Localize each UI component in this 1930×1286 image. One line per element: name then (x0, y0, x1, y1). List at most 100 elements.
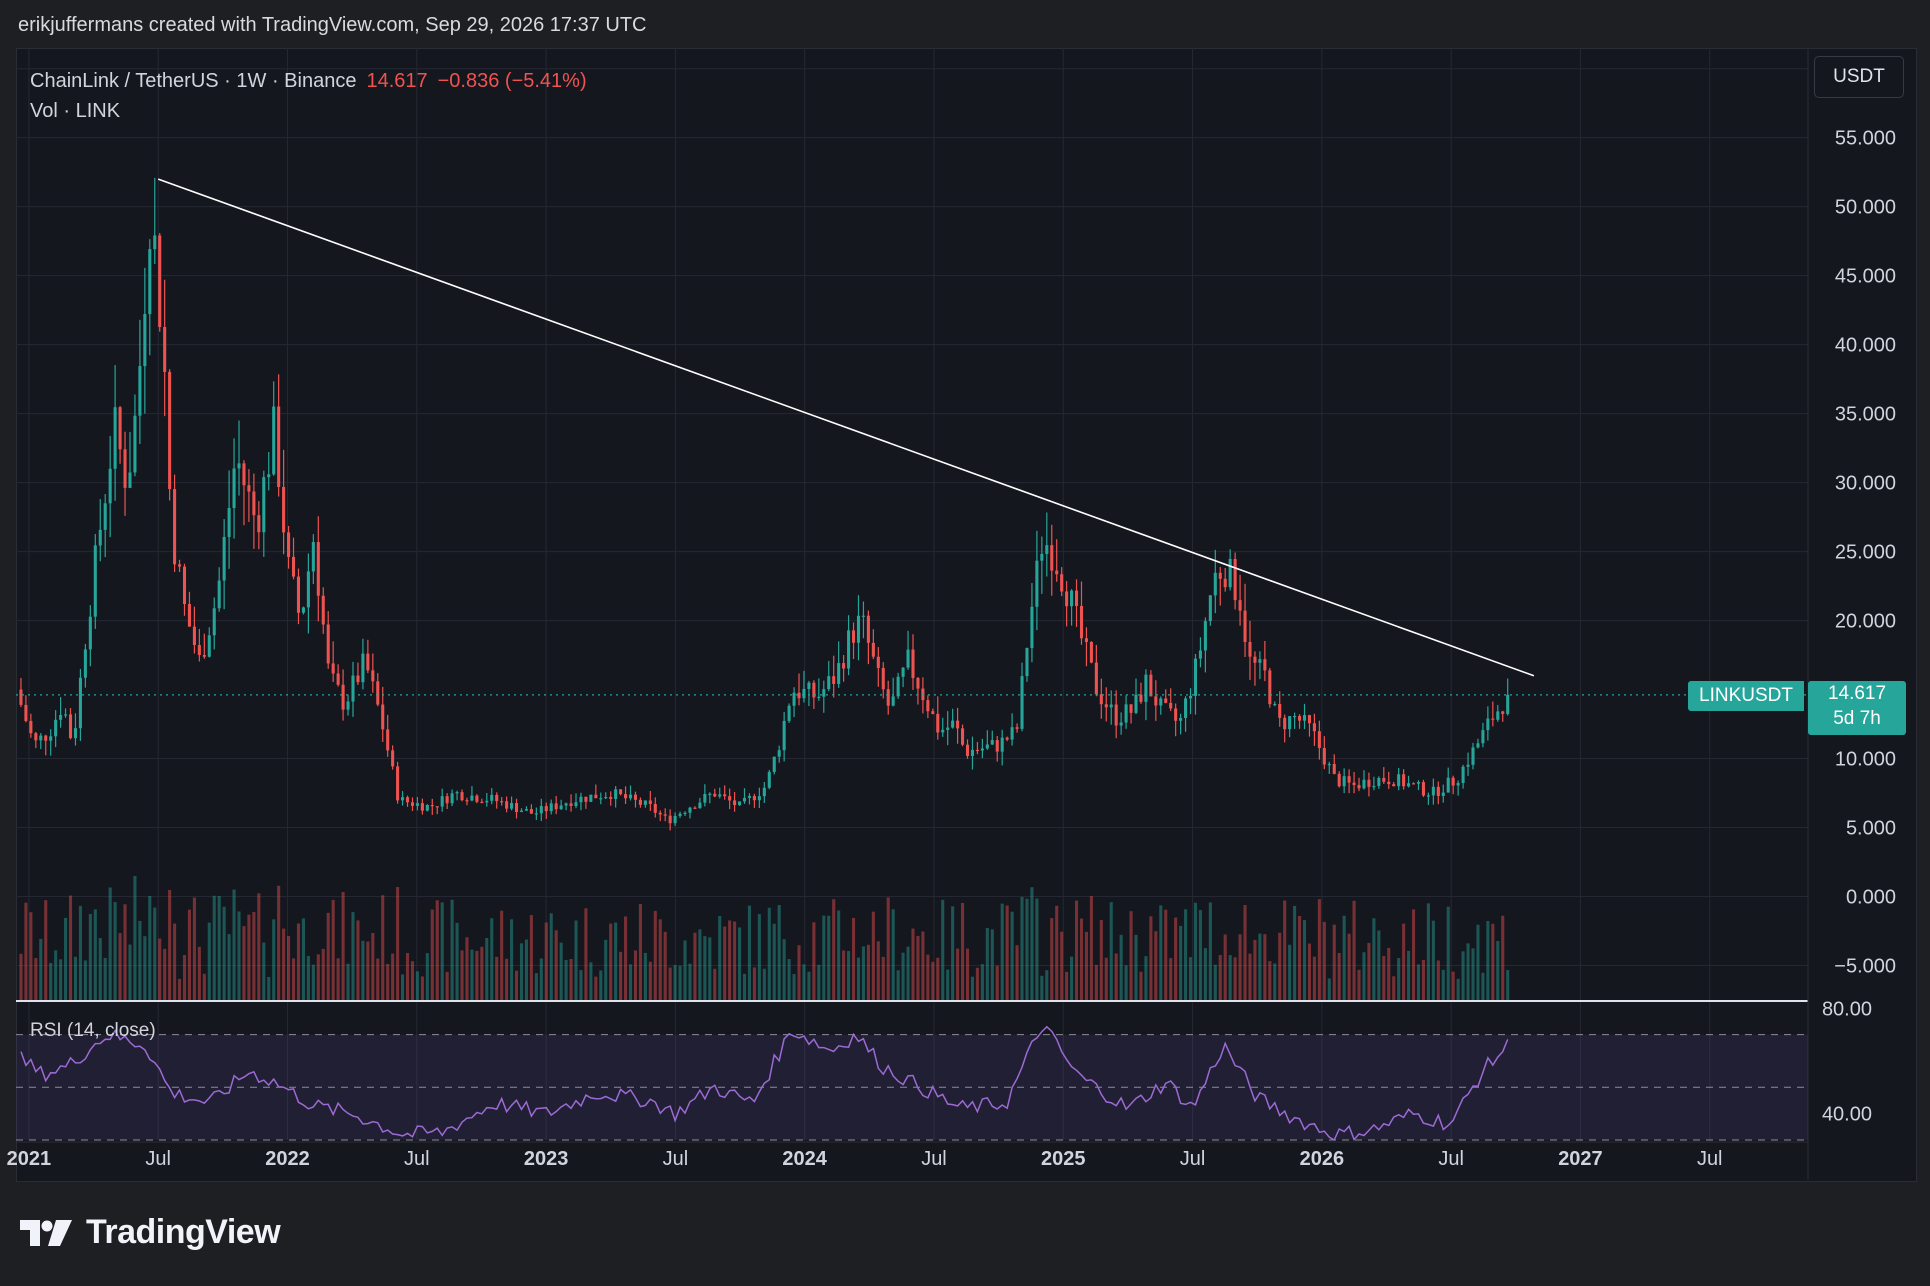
candle-body (1407, 783, 1411, 787)
candle-body (242, 463, 246, 486)
volume-bar (173, 923, 177, 1000)
volume-bar (911, 928, 915, 1000)
volume-bar (1431, 920, 1435, 1000)
tradingview-logo[interactable]: TradingView (20, 1213, 281, 1252)
volume-bar (708, 937, 712, 1000)
price-tick-label: 55.000 (1835, 128, 1896, 150)
volume-bar (812, 922, 816, 1000)
trendline[interactable] (157, 178, 1535, 677)
volume-bar (1491, 923, 1495, 1000)
candle-body (1184, 698, 1188, 718)
rsi-legend[interactable]: RSI (14, close) (30, 1020, 156, 1041)
candle-body (391, 750, 395, 767)
candle-body (832, 676, 836, 684)
volume-bar (1268, 961, 1272, 1000)
volume-bar (752, 967, 756, 1000)
candle-body (1164, 698, 1168, 703)
volume-bar (1411, 909, 1416, 1000)
candle-body (901, 667, 905, 677)
candle-body (296, 576, 301, 613)
last-price-value: 14.617 (366, 70, 428, 92)
candle-body (906, 649, 910, 668)
volume-bar (688, 963, 692, 1000)
symbol-title[interactable]: ChainLink / TetherUS · 1W · Binance (30, 70, 357, 92)
currency-unit-button[interactable]: USDT (1814, 56, 1904, 98)
candle-body (842, 663, 846, 669)
candle-body (638, 799, 642, 805)
candle-body (1134, 694, 1138, 713)
volume-bar (440, 902, 444, 1000)
candle-body (539, 806, 543, 814)
volume-bar (381, 895, 385, 1000)
volume-bar (946, 969, 950, 1000)
volume-bar (410, 961, 414, 1000)
volume-bar (1312, 956, 1316, 1000)
volume-bar (153, 907, 157, 1000)
candle-body (1466, 764, 1470, 767)
candle-body (797, 692, 801, 699)
candle-body (970, 749, 975, 756)
time-tick-label: 2024 (782, 1148, 827, 1170)
volume-bar (143, 936, 147, 1000)
candle-body (1094, 662, 1098, 695)
candle-body (306, 571, 310, 608)
volume-bar (797, 945, 801, 1000)
volume-bar (1184, 909, 1188, 1000)
candle-body (1402, 774, 1406, 787)
candle-body (1015, 727, 1019, 729)
candle-body (1411, 783, 1416, 785)
volume-bar (772, 923, 776, 1000)
volume-legend[interactable]: Vol · LINK (30, 100, 121, 122)
volume-bar (341, 892, 345, 1000)
candle-body (1119, 722, 1123, 726)
candle-body (1144, 674, 1148, 702)
candle-body (356, 675, 360, 683)
chart-panel[interactable] (16, 48, 1917, 1182)
candle-body (529, 809, 533, 814)
time-axis[interactable]: 2021 Jul 2022 Jul 2023 Jul 2024 Jul 2025 Jul 2026 J… (7, 1148, 1723, 1170)
candle-body (653, 803, 657, 813)
time-tick-label: Jul (1180, 1148, 1206, 1170)
volume-bar (1228, 955, 1232, 1000)
volume-bar (1298, 916, 1302, 1000)
volume-bar (549, 913, 553, 1000)
volume-bar (1233, 957, 1237, 1000)
candle-body (173, 489, 177, 565)
candle-body (73, 728, 78, 739)
rsi-band-fill (16, 1034, 1808, 1140)
candle-body (951, 720, 955, 728)
volume-bar (1456, 978, 1460, 1000)
volume-bar (1065, 971, 1069, 1000)
candle-body (772, 756, 776, 772)
volume-bar (93, 909, 97, 1000)
price-tick-label: 50.000 (1835, 197, 1896, 219)
volume-bar (1426, 903, 1430, 1000)
candle-body (386, 729, 390, 751)
volume-bar (1416, 964, 1421, 1000)
volume-bar (837, 910, 841, 1000)
volume-bar (1188, 957, 1193, 1000)
candle-body (683, 812, 687, 814)
candle-body (1312, 723, 1316, 732)
time-tick-label: Jul (663, 1148, 689, 1170)
candle-body (1060, 574, 1064, 592)
price-axis[interactable]: 60.00055.00050.00045.00040.00035.00030.0… (1822, 59, 1896, 1126)
candle-body (881, 667, 885, 690)
volume-bar (1446, 906, 1450, 1000)
volume-bar (1402, 923, 1406, 1000)
volume-bar (733, 921, 737, 1000)
candle-body (113, 407, 117, 469)
volume-bar (1025, 898, 1029, 1000)
volume-bar (64, 917, 68, 1000)
candle-body (658, 812, 662, 815)
volume-bar (1015, 945, 1019, 1000)
candle-body (1476, 743, 1480, 748)
volume-bar (425, 953, 429, 1000)
volume-bar (792, 974, 796, 1000)
volume-bar (1164, 909, 1168, 1000)
volume-bar (1377, 930, 1381, 1000)
volume-bar (490, 918, 494, 1000)
candle-body (1000, 737, 1004, 752)
candle-body (1332, 764, 1336, 774)
